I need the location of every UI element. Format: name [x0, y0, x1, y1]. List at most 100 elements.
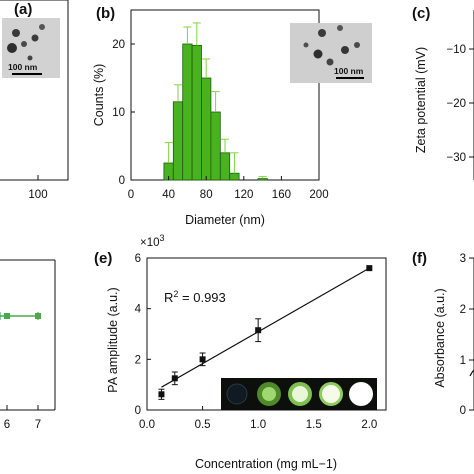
panel-d-xtick-label: 6 [4, 419, 10, 431]
panel-c-ytick-label: −10 [446, 44, 466, 56]
panel-a: (a) 100 nm 100 [0, 0, 69, 201]
pa-image-glow [292, 386, 308, 402]
nanoparticle-blob [326, 58, 334, 66]
panel-a-scale-label: 100 nm [8, 62, 38, 72]
panel-e-x-ticks: 0.0 0.5 1.0 1.5 2.0 [139, 406, 377, 431]
nanoparticle-blob [341, 46, 349, 54]
panel-e-x-axis-label: Concentration (mg mL−1) [195, 457, 337, 471]
panel-b-x-axis-label: Diameter (nm) [185, 213, 265, 227]
panel-e-points [158, 265, 373, 400]
panel-b: (b) 0 40 80 120 160 200 0 10 20 Diameter (nm) C… [92, 5, 372, 227]
panel-e-xtick-label: 1.5 [306, 419, 322, 431]
panel-e-exponent-prefix: ×10 [140, 237, 160, 249]
panel-b-tem-inset: 100 nm [290, 23, 372, 83]
nanoparticle-blob [21, 41, 27, 47]
panel-a-tem-inset: 100 nm [2, 18, 60, 78]
pa-image-well [226, 383, 248, 405]
histogram-bar [229, 172, 240, 181]
panel-b-ytick-label: 20 [112, 39, 125, 51]
panel-d-xtick-label: 7 [35, 419, 41, 431]
panel-f-ytick-label: 0 [460, 405, 466, 417]
panel-e-r2-annotation: R2 = 0.993 [164, 289, 226, 305]
nanoparticle-blob [12, 29, 20, 37]
panel-b-xtick-label: 120 [234, 189, 253, 201]
panel-a-label: (a) [14, 1, 32, 18]
r2-sup: 2 [173, 289, 178, 299]
panel-e-fit [161, 267, 370, 388]
linear-fit-line [161, 267, 370, 388]
r2-value: = 0.993 [178, 290, 225, 305]
panel-a-frame [0, 0, 69, 181]
panel-e-ytick-label: 0 [135, 405, 141, 417]
nanoparticle-blob [337, 25, 343, 31]
panel-a-xtick-label: 100 [28, 189, 47, 201]
panel-e-ytick-label: 2 [135, 354, 141, 366]
nanoparticle-blob [318, 29, 326, 37]
histogram-bar [210, 111, 221, 181]
panel-c-label: (c) [412, 5, 430, 22]
panel-c-ytick-label: −30 [446, 152, 466, 164]
panel-d: 6 7 [0, 259, 56, 431]
panel-b-y-ticks: 0 10 20 [112, 39, 135, 187]
panel-b-y-axis-label: Counts (%) [92, 64, 106, 127]
r2-prefix: R [164, 290, 173, 305]
panel-f-y-axis-label: Absorbance (a.u.) [433, 288, 447, 387]
panel-b-label: (b) [96, 5, 115, 22]
panel-b-xtick-label: 160 [272, 189, 291, 201]
panel-e-xtick-label: 2.0 [361, 419, 377, 431]
panel-b-ytick-label: 0 [119, 175, 125, 187]
panel-d-data-point [35, 313, 41, 319]
panel-b-inset-bg [290, 23, 372, 83]
pa-image-inset [221, 378, 377, 410]
panel-f-ytick-label: 2 [460, 304, 466, 316]
panel-e-xtick-label: 1.0 [250, 419, 266, 431]
panel-e-exponent-power: 3 [160, 233, 165, 243]
histogram-bar [201, 77, 212, 181]
data-point [171, 375, 178, 382]
panel-e-xtick-label: 0.0 [139, 419, 155, 431]
nanoparticle-blob [313, 49, 323, 59]
nanoparticle-blob [354, 42, 360, 48]
panel-f-label: (f) [412, 250, 427, 267]
histogram-bar [191, 44, 202, 181]
histogram-bar [219, 152, 231, 181]
panel-b-ytick-label: 10 [112, 107, 125, 119]
panel-b-xtick-label: 40 [162, 189, 175, 201]
data-point [199, 356, 206, 363]
panel-b-scale-label: 100 nm [334, 66, 364, 76]
panel-b-xtick-label: 80 [200, 189, 213, 201]
panel-e-label: (e) [94, 250, 112, 267]
panel-f-curve [469, 369, 474, 377]
panel-b-x-ticks: 0 40 80 120 160 200 [128, 176, 329, 201]
nanoparticle-blob [27, 55, 33, 61]
panel-d-data-point [4, 313, 10, 319]
pa-image-well [349, 382, 373, 406]
panel-c-y-axis-label: Zeta potential (mV) [414, 47, 428, 153]
nanoparticle-blob [39, 24, 45, 30]
panel-e-y-axis-label: PA amplitude (a.u.) [106, 287, 120, 392]
nanoparticle-blob [303, 42, 309, 48]
panel-e-exponent: ×103 [140, 233, 165, 249]
nanoparticle-blob [31, 34, 39, 42]
panel-e-ytick-label: 6 [135, 253, 141, 265]
panel-e-ytick-label: 4 [135, 304, 142, 316]
data-point [158, 391, 165, 398]
panel-b-xtick-label: 200 [309, 189, 328, 201]
panel-f-ytick-label: 3 [460, 253, 466, 265]
panel-b-xtick-label: 0 [128, 189, 134, 201]
panel-c: (c) −10 −20 −30 Zeta potential (mV) [412, 5, 474, 180]
histogram-bar [182, 43, 193, 181]
data-point [366, 265, 373, 272]
panel-f: (f) 3 2 1 0 Absorbance (a.u.) [412, 250, 474, 417]
histogram-bar [172, 101, 184, 181]
panel-e: (e) ×103 R2 = 0.993 0.0 0.5 1.0 1.5 2.0 0246… [94, 233, 387, 471]
panel-b-bars [163, 22, 268, 181]
pa-image-glow [322, 385, 340, 403]
panel-f-ytick-label: 1 [460, 355, 466, 367]
data-point [255, 327, 262, 334]
histogram-bar [257, 178, 268, 181]
panel-c-ytick-label: −20 [446, 98, 466, 110]
panel-e-y-ticks: 0 2 4 6 [135, 253, 151, 417]
panel-e-xtick-label: 0.5 [195, 419, 211, 431]
